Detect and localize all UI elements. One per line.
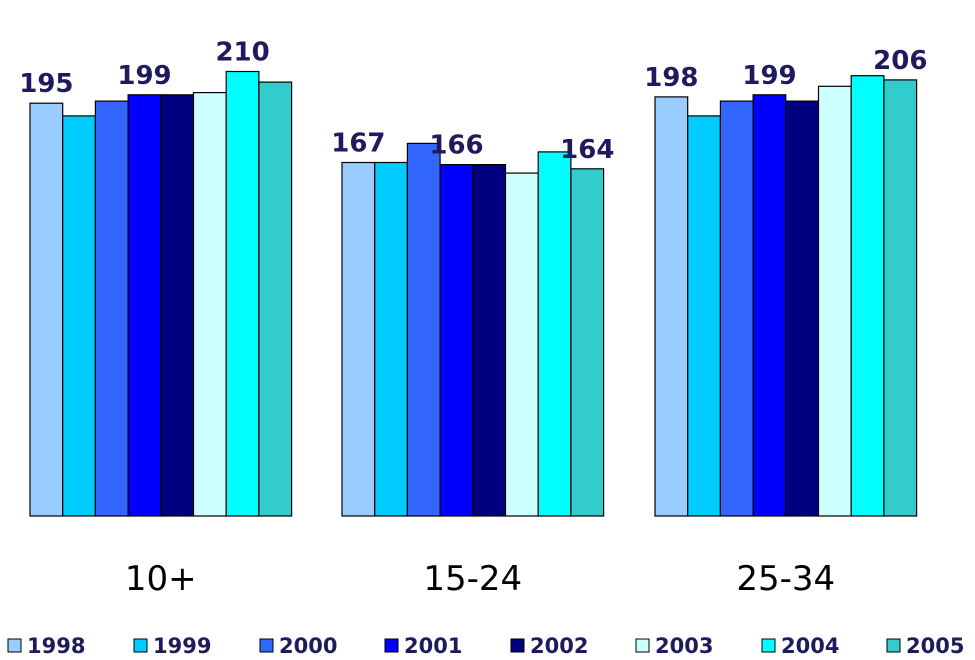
bar-25-34-2000 [719, 100, 754, 517]
legend-label-2001: 2001 [404, 634, 462, 658]
data-label-10+-1998: 195 [19, 69, 73, 99]
bar-15-24-2000 [406, 142, 441, 517]
bar-10+-2003 [192, 91, 227, 517]
bar-15-24-2001 [439, 164, 474, 517]
bar-10+-2002 [160, 94, 195, 517]
bar-15-24-2005 [570, 168, 605, 517]
legend-swatch-1998 [7, 638, 22, 653]
data-label-25-34-2005: 206 [873, 46, 927, 76]
data-label-10+-2001: 199 [117, 61, 171, 91]
legend-swatch-2000 [259, 638, 274, 653]
legend-swatch-2001 [384, 638, 399, 653]
bar-10+-1998 [29, 102, 64, 517]
bar-25-34-2002 [785, 100, 820, 517]
bar-25-34-2005 [883, 79, 918, 517]
bar-25-34-2004 [850, 75, 885, 517]
bar-15-24-1998 [341, 161, 376, 517]
legend-label-2002: 2002 [530, 634, 588, 658]
legend-label-2003: 2003 [655, 634, 713, 658]
bar-25-34-2003 [817, 85, 852, 517]
data-label-25-34-2001: 199 [742, 61, 796, 91]
legend-label-2000: 2000 [279, 634, 337, 658]
category-labels-layer: 10+ 15-24 25-34 [125, 559, 835, 599]
data-label-25-34-1998: 198 [644, 63, 698, 93]
legend-label-2004: 2004 [781, 634, 839, 658]
data-label-15-24-2005: 164 [560, 135, 614, 165]
data-label-15-24-2001: 166 [429, 131, 483, 161]
legend-swatch-1999 [133, 638, 148, 653]
legend: 1998 1999 2000 2001 2002 2003 2004 2005 [7, 634, 964, 658]
legend-swatch-2002 [510, 638, 525, 653]
category-label-10+: 10+ [125, 559, 197, 599]
legend-label-1998: 1998 [27, 634, 85, 658]
bar-10+-1999 [62, 115, 97, 517]
data-labels-layer: 195 199 210 167 166 164 198 199 206 [19, 38, 927, 165]
data-label-10+-2004: 210 [215, 38, 269, 68]
data-label-15-24-1998: 167 [331, 129, 385, 159]
bar-10+-2005 [258, 81, 293, 517]
bar-25-34-1999 [687, 115, 722, 517]
legend-swatch-2004 [761, 638, 776, 653]
category-label-25-34: 25-34 [736, 559, 835, 599]
bar-25-34-2001 [752, 94, 787, 517]
bar-15-24-2003 [504, 172, 539, 517]
bar-10+-2004 [225, 70, 260, 517]
legend-swatch-2003 [635, 638, 650, 653]
legend-label-1999: 1999 [153, 634, 211, 658]
bar-15-24-2004 [537, 151, 572, 517]
bar-25-34-1998 [654, 96, 689, 517]
bar-10+-2001 [127, 94, 162, 517]
bar-15-24-1999 [374, 161, 409, 517]
bar-15-24-2002 [472, 164, 507, 517]
category-label-15-24: 15-24 [423, 559, 522, 599]
legend-label-2005: 2005 [906, 634, 964, 658]
legend-swatch-2005 [886, 638, 901, 653]
bar-10+-2000 [94, 100, 129, 517]
bars-layer [29, 70, 918, 517]
